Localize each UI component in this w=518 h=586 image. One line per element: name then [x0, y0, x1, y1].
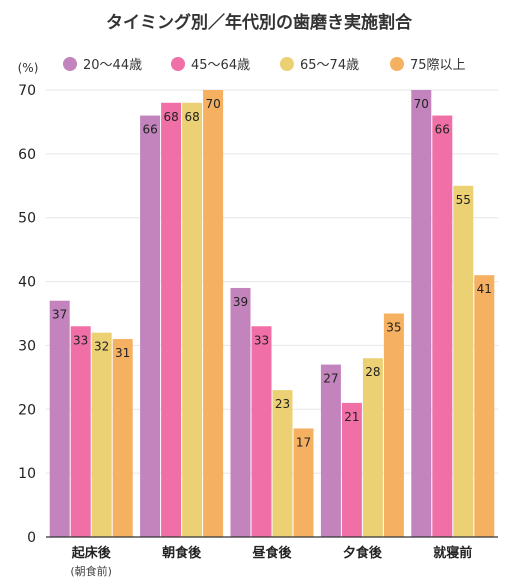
data-label: 37 [52, 308, 67, 322]
legend-swatch-1 [63, 57, 77, 71]
x-tick-sublabel: (朝食前) [70, 564, 112, 578]
bar [182, 102, 203, 538]
legend-swatch-3 [280, 57, 294, 71]
data-label: 70 [414, 97, 429, 111]
data-label: 41 [477, 282, 492, 296]
bar [432, 115, 453, 538]
x-tick-label: 朝食後 [162, 545, 202, 561]
bar [49, 300, 70, 537]
data-label: 68 [184, 110, 199, 124]
data-label: 27 [323, 372, 338, 386]
data-label: 31 [115, 346, 130, 360]
bar [112, 339, 133, 537]
bar [341, 402, 362, 537]
data-label: 21 [344, 410, 359, 424]
bar [474, 275, 495, 537]
data-label: 23 [275, 397, 290, 411]
data-label: 17 [296, 435, 311, 449]
data-label: 39 [233, 295, 248, 309]
bar [272, 390, 293, 537]
bar [320, 364, 341, 537]
x-tick-label: 起床後 [71, 545, 112, 561]
legend-label-3: 65〜74歳 [300, 58, 359, 73]
x-tick-label: 夕食後 [343, 545, 383, 561]
data-label: 33 [73, 333, 88, 347]
data-label: 68 [163, 110, 178, 124]
data-labels: 37 33 32 31 66 68 68 70 39 33 23 17 27 21 28 35 70 66 55 41 [52, 97, 492, 449]
y-axis-unit: (%) [18, 61, 39, 75]
bar [411, 90, 432, 537]
y-tick-label: 10 [18, 466, 36, 482]
bar [203, 90, 224, 537]
bar [383, 313, 404, 537]
data-label: 66 [142, 123, 157, 137]
legend-label-4: 75際以上 [410, 58, 466, 73]
data-label: 33 [254, 333, 269, 347]
data-label: 28 [365, 365, 380, 379]
y-tick-label: 60 [18, 147, 36, 163]
legend-label-1: 20〜44歳 [83, 58, 142, 73]
y-axis-ticks: 0 10 20 30 40 50 60 70 [18, 83, 36, 546]
data-label: 32 [94, 340, 109, 354]
data-label: 66 [435, 123, 450, 137]
y-tick-label: 30 [18, 338, 36, 354]
y-tick-label: 0 [27, 530, 36, 546]
y-tick-label: 70 [18, 83, 36, 99]
bar [453, 185, 474, 538]
legend-swatch-2 [171, 57, 185, 71]
bar [362, 358, 383, 537]
data-label: 35 [386, 321, 401, 335]
chart-title: タイミング別／年代別の歯磨き実施割合 [106, 12, 413, 33]
data-label: 70 [205, 97, 220, 111]
bar [251, 326, 272, 537]
bar [91, 332, 112, 537]
bar [161, 102, 182, 538]
legend-label-2: 45〜64歳 [191, 58, 250, 73]
y-tick-label: 20 [18, 402, 36, 418]
bar [140, 115, 161, 538]
bars [49, 90, 495, 538]
y-tick-label: 40 [18, 275, 36, 291]
y-tick-label: 50 [18, 211, 36, 227]
bar [230, 287, 251, 537]
bar [70, 326, 91, 537]
bar [293, 428, 314, 537]
x-axis: 起床後 (朝食前) 朝食後 昼食後 夕食後 就寝前 [46, 536, 498, 578]
x-tick-label: 就寝前 [433, 545, 472, 561]
data-label: 55 [456, 193, 471, 207]
x-tick-label: 昼食後 [252, 545, 292, 561]
legend: 20〜44歳 45〜64歳 65〜74歳 75際以上 [63, 57, 466, 73]
legend-swatch-4 [390, 57, 404, 71]
